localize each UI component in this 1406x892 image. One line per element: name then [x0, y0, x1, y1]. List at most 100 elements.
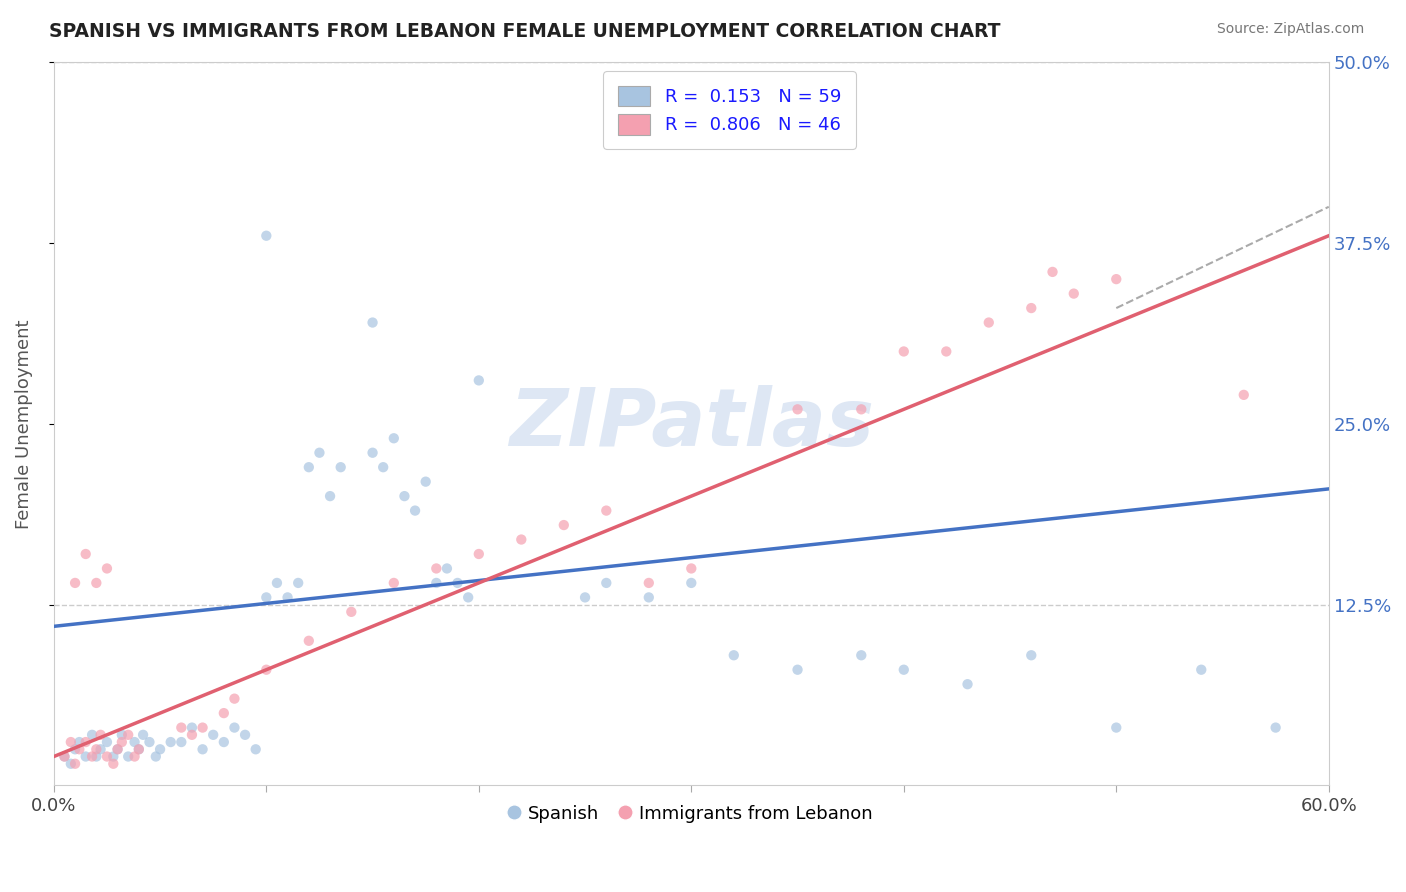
Point — [63, 756, 86, 771]
Point — [103, 756, 125, 771]
Point — [132, 728, 155, 742]
Point — [681, 561, 703, 575]
Point — [595, 576, 617, 591]
Point — [468, 373, 491, 387]
Point — [53, 749, 76, 764]
Point — [224, 691, 246, 706]
Point — [956, 677, 979, 691]
Point — [637, 576, 659, 591]
Point — [851, 402, 873, 417]
Point — [124, 749, 146, 764]
Point — [977, 316, 1000, 330]
Point — [277, 591, 299, 605]
Point — [319, 489, 342, 503]
Point — [159, 735, 181, 749]
Point — [224, 721, 246, 735]
Point — [394, 489, 416, 503]
Point — [63, 576, 86, 591]
Point — [212, 735, 235, 749]
Point — [191, 742, 214, 756]
Point — [117, 728, 139, 742]
Y-axis label: Female Unemployment: Female Unemployment — [15, 319, 32, 529]
Point — [1019, 648, 1042, 663]
Point — [329, 460, 352, 475]
Point — [415, 475, 437, 489]
Point — [212, 706, 235, 720]
Text: SPANISH VS IMMIGRANTS FROM LEBANON FEMALE UNEMPLOYMENT CORRELATION CHART: SPANISH VS IMMIGRANTS FROM LEBANON FEMAL… — [49, 22, 1001, 41]
Point — [59, 735, 82, 749]
Point — [786, 663, 808, 677]
Point — [298, 633, 321, 648]
Point — [1105, 272, 1128, 286]
Point — [75, 547, 97, 561]
Point — [510, 533, 533, 547]
Point — [425, 561, 447, 575]
Point — [446, 576, 468, 591]
Point — [145, 749, 167, 764]
Point — [86, 749, 108, 764]
Point — [595, 503, 617, 517]
Point — [149, 742, 172, 756]
Point — [681, 576, 703, 591]
Point — [373, 460, 395, 475]
Point — [361, 446, 384, 460]
Point — [254, 591, 277, 605]
Point — [574, 591, 596, 605]
Point — [96, 561, 118, 575]
Point — [893, 663, 915, 677]
Text: Source: ZipAtlas.com: Source: ZipAtlas.com — [1216, 22, 1364, 37]
Point — [1063, 286, 1085, 301]
Point — [170, 721, 193, 735]
Point — [457, 591, 479, 605]
Point — [103, 749, 125, 764]
Point — [1264, 721, 1286, 735]
Point — [1233, 388, 1256, 402]
Point — [128, 742, 150, 756]
Point — [181, 728, 204, 742]
Point — [191, 721, 214, 735]
Point — [287, 576, 309, 591]
Point — [53, 749, 76, 764]
Point — [96, 749, 118, 764]
Point — [67, 735, 90, 749]
Text: ZIPatlas: ZIPatlas — [509, 384, 873, 463]
Point — [67, 742, 90, 756]
Point — [382, 431, 405, 445]
Point — [75, 749, 97, 764]
Point — [107, 742, 129, 756]
Point — [233, 728, 256, 742]
Point — [170, 735, 193, 749]
Point — [80, 728, 103, 742]
Point — [893, 344, 915, 359]
Point — [382, 576, 405, 591]
Point — [117, 749, 139, 764]
Point — [124, 735, 146, 749]
Point — [59, 756, 82, 771]
Point — [138, 735, 160, 749]
Point — [404, 503, 426, 517]
Point — [202, 728, 225, 742]
Point — [90, 728, 112, 742]
Point — [128, 742, 150, 756]
Point — [181, 721, 204, 735]
Point — [111, 728, 134, 742]
Point — [90, 742, 112, 756]
Point — [111, 735, 134, 749]
Point — [786, 402, 808, 417]
Point — [107, 742, 129, 756]
Point — [637, 591, 659, 605]
Legend: Spanish, Immigrants from Lebanon: Spanish, Immigrants from Lebanon — [503, 798, 880, 830]
Point — [86, 742, 108, 756]
Point — [96, 735, 118, 749]
Point — [340, 605, 363, 619]
Point — [254, 228, 277, 243]
Point — [254, 663, 277, 677]
Point — [63, 742, 86, 756]
Point — [1042, 265, 1064, 279]
Point — [468, 547, 491, 561]
Point — [425, 576, 447, 591]
Point — [935, 344, 957, 359]
Point — [308, 446, 330, 460]
Point — [86, 576, 108, 591]
Point — [1105, 721, 1128, 735]
